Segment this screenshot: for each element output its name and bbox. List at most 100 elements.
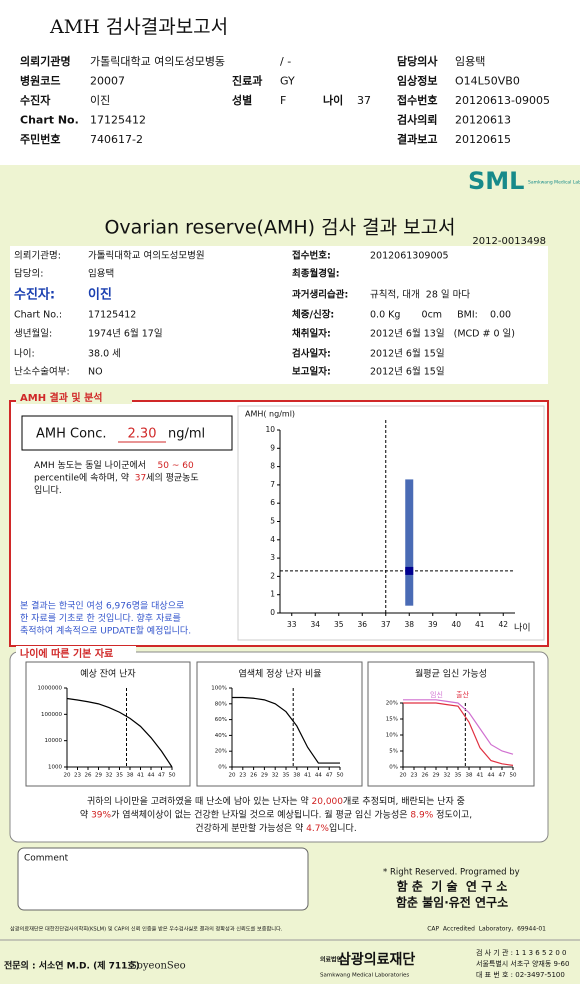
field-value: 20120613-09005 (455, 94, 550, 107)
x-tick-label: 32 (444, 773, 451, 779)
field-value: 2012년 6월 15일 (370, 348, 445, 360)
data-line (232, 696, 340, 764)
field-label: 결과보고 (397, 132, 437, 146)
field-value: 0.0 Kg 0cm BMI: 0.00 (370, 310, 511, 321)
rights: * Right Reserved. Programed by (383, 868, 520, 878)
field-label: 병원코드 (20, 74, 60, 88)
field-label: 성별 (232, 93, 252, 107)
foundation-prefix: 의료법인 (320, 956, 343, 964)
y-tick-label: 80% (215, 701, 227, 707)
x-tick-label: 41 (475, 620, 485, 629)
field-value: 이진 (90, 94, 110, 107)
text-span: 약 (80, 808, 91, 820)
field-value: O14L50VB0 (455, 75, 520, 88)
field-label: 접수번호 (397, 93, 437, 107)
field-label: 접수번호: (292, 250, 331, 262)
field-label: 채취일자: (292, 328, 331, 340)
field-value: 20007 (90, 75, 125, 88)
text-span: 건강하게 분만할 가능성은 약 (195, 822, 306, 834)
highlight: 4.7% (306, 824, 329, 834)
foundation: 삼광의료재단 (338, 951, 415, 968)
certification: 삼광의료재단은 대한진단검사의학회(KSLM) 및 CAP의 신뢰 인증을 받은… (10, 925, 283, 933)
x-tick-label: 26 (422, 773, 429, 779)
field-value: 2012061309005 (370, 251, 449, 262)
y-tick-label: 100% (211, 686, 227, 692)
field-label: 임상정보 (397, 74, 437, 88)
x-tick-label: 20 (229, 773, 236, 779)
text-line: percentile에 속하며, 약 37세의 평균농도 (34, 471, 199, 483)
text-line: 건강하게 분만할 가능성은 약 4.7%입니다. (195, 822, 356, 834)
highlight: 20,000 (312, 797, 344, 807)
highlight: 39% (91, 810, 111, 820)
field-label: 보고일자: (292, 366, 331, 378)
mini-chart-box (25, 661, 191, 787)
lab-name: 함 춘 기 술 연 구 소 (397, 879, 508, 894)
y-tick-label: 9 (270, 443, 275, 452)
y-tick-label: 4 (270, 535, 275, 544)
x-tick-label: 26 (85, 773, 92, 779)
x-tick-label: 20 (64, 773, 71, 779)
report-number: 2012-0013498 (472, 236, 546, 247)
contact: 검 사 기 관 : 1 1 3 6 5 2 0 0 (476, 948, 566, 957)
y-tick-label: 8 (270, 462, 275, 471)
field-label: 나이 (323, 93, 343, 107)
y-tick-label: 100000 (41, 712, 62, 718)
text-span: 입니다. (34, 484, 62, 496)
logo-sub: Samkwang Medical Laboratories (528, 180, 580, 186)
legend-entry: 출산 (456, 690, 469, 699)
x-tick-label: 20 (400, 773, 407, 779)
field-label: 난소수술여부: (14, 366, 70, 378)
chart-title: 염색체 정상 난자 비율 (238, 669, 321, 680)
x-tick-label: 41 (304, 773, 311, 779)
y-tick-label: 2 (270, 571, 275, 580)
doctor: 전문의 : 서소연 M.D. (제 711호) (4, 960, 140, 972)
x-tick-label: 50 (337, 773, 344, 779)
field-value: 20120615 (455, 133, 511, 146)
x-tick-label: 35 (283, 773, 290, 779)
x-tick-label: 32 (106, 773, 113, 779)
y-tick-label: 0 (270, 608, 275, 617)
conc-value: 2.30 (128, 427, 157, 442)
text-line: AMH 농도는 동일 나이군에서 50 ~ 60 (34, 460, 194, 471)
y-tick-label: 5% (389, 749, 398, 755)
mini-chart-box (367, 661, 535, 787)
text-line: 입니다. (34, 484, 62, 496)
y-tick-label: 20% (386, 701, 398, 707)
foundation-sub: Samkwang Medical Laboratories (320, 973, 409, 979)
field-value: 임용택 (88, 268, 114, 280)
x-tick-label: 29 (433, 773, 440, 779)
field-value: 740617-2 (90, 133, 143, 146)
field-label: 의뢰기관명: (14, 251, 61, 262)
text-span: 개로 추정되며, 배란되는 난자 중 (343, 795, 465, 807)
text-span: 귀하의 나이만을 고려하였을 때 난소에 남아 있는 난자는 약 (87, 795, 311, 807)
text-span: 입니다. (329, 822, 357, 834)
field-value: 2012년 6월 15일 (370, 366, 445, 378)
comment-label: Comment (24, 854, 69, 864)
x-tick-label: 47 (499, 773, 506, 779)
x-tick-label: 32 (272, 773, 279, 779)
section-title: 나이에 따른 기본 자료 (20, 647, 113, 660)
y-tick-label: 6 (270, 498, 275, 507)
axis-label: 나이 (514, 623, 531, 634)
highlight: 50 ~ 60 (158, 461, 194, 471)
field-label: Chart No.: (14, 310, 62, 321)
y-tick-label: 5 (270, 517, 275, 526)
section-title: AMH 결과 및 분석 (20, 391, 103, 404)
age-title-bg (16, 646, 136, 658)
text-span: 가 염색체이상이 없는 건강한 난자일 것으로 예상됩니다. 월 평균 임신 가… (111, 808, 410, 820)
highlight: 8.9% (410, 810, 433, 820)
chart-title: 예상 잔여 난자 (80, 668, 136, 680)
field-value: NO (88, 367, 103, 378)
field-value: 38.0 세 (88, 349, 121, 360)
axis-label: AMH( ng/ml) (245, 410, 295, 419)
field-value: F (280, 94, 286, 107)
field-value: 가톨릭대학교 여의도성모병원 (88, 250, 205, 262)
info-panel (10, 246, 548, 384)
x-tick-label: 29 (261, 773, 268, 779)
y-tick-label: 1000 (48, 765, 62, 771)
field-value: 37 (357, 94, 371, 107)
data-point (405, 566, 414, 575)
field-label: 담당의사 (397, 54, 438, 68)
